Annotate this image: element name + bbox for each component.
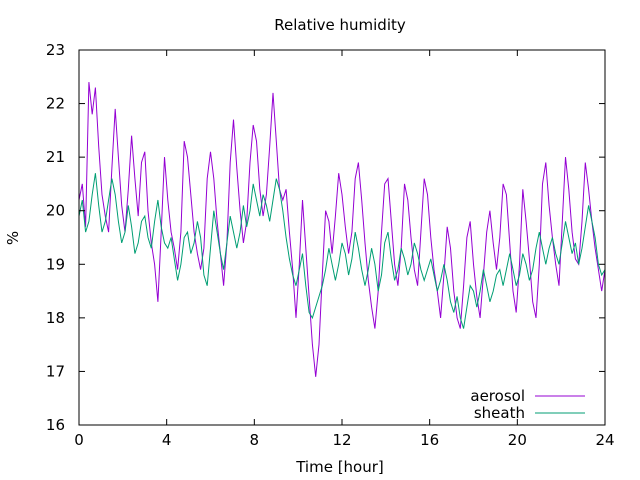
chart-title: Relative humidity <box>274 16 406 34</box>
plot-frame <box>78 49 606 426</box>
x-tick-label: 4 <box>162 431 172 449</box>
x-axis-label: Time [hour] <box>295 458 384 476</box>
x-tick-label: 20 <box>508 431 527 449</box>
ticks-layer: 0 4 8 12 16 20 24 16 17 18 19 20 21 22 23 <box>46 41 615 449</box>
x-tick-label: 12 <box>332 431 351 449</box>
series-line-1 <box>78 173 606 329</box>
x-tick-label: 0 <box>74 431 84 449</box>
legend-label-0: aerosol <box>470 387 525 405</box>
y-tick-label: 18 <box>46 309 65 327</box>
y-tick-label: 23 <box>46 41 65 59</box>
x-tick-label: 8 <box>250 431 260 449</box>
series-layer <box>78 82 606 377</box>
y-tick-label: 22 <box>46 95 65 113</box>
legend-label-1: sheath <box>474 404 525 422</box>
y-tick-label: 16 <box>46 416 65 434</box>
y-tick-label: 20 <box>46 202 65 220</box>
y-tick-label: 19 <box>46 255 65 273</box>
y-tick-label: 21 <box>46 148 65 166</box>
series-line-0 <box>78 82 606 377</box>
y-tick-label: 17 <box>46 362 65 380</box>
y-axis-label: % <box>4 231 22 245</box>
x-tick-label: 24 <box>595 431 614 449</box>
x-tick-label: 16 <box>420 431 439 449</box>
